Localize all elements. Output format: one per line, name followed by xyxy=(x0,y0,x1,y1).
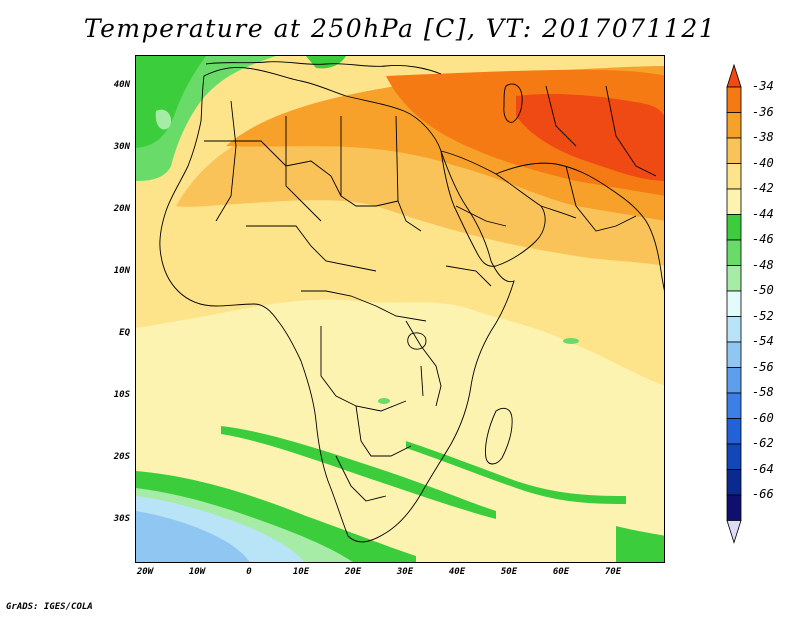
border-line-3 xyxy=(285,116,322,222)
field-cold-core-inner xyxy=(136,511,250,562)
colorbar-label: -60 xyxy=(752,410,774,425)
lon-label-10w: 10W xyxy=(188,567,206,577)
colorbar-label: -46 xyxy=(752,232,774,246)
field-band-46-indian-ocean xyxy=(406,441,626,504)
lake-victoria xyxy=(407,332,427,350)
colorbar-label: -56 xyxy=(752,359,774,374)
border-line-12 xyxy=(445,265,492,287)
lat-label-30n: 30N xyxy=(113,142,130,152)
lat-label-eq: EQ xyxy=(119,328,130,338)
border-line-9 xyxy=(355,405,412,457)
field-cool-northwest-inner xyxy=(136,56,206,148)
lat-label-20n: 20N xyxy=(113,204,130,214)
lake-tanganyika xyxy=(420,365,424,397)
border-line-2 xyxy=(215,100,237,222)
border-line-1 xyxy=(204,140,342,197)
field-spot-2 xyxy=(378,398,390,404)
caspian-sea-coast xyxy=(503,83,523,123)
lat-label-10s: 10S xyxy=(113,390,130,400)
colorbar-swatch xyxy=(726,392,742,419)
lon-label-50e: 50E xyxy=(500,567,518,577)
border-line-13 xyxy=(455,205,507,227)
madagascar-coastline xyxy=(485,407,513,465)
border-line-8 xyxy=(320,326,407,412)
colorbar-label: -52 xyxy=(752,308,774,323)
colorbar-label: -36 xyxy=(752,104,774,119)
field-cool-patch-med xyxy=(306,56,346,69)
colorbar-label: -34 xyxy=(752,79,774,93)
colorbar-swatch xyxy=(726,163,742,190)
colorbar-top-arrow xyxy=(726,63,742,88)
colorbar-swatch xyxy=(726,265,742,292)
lon-label-10e: 10E xyxy=(292,567,310,577)
lon-label-0: 0 xyxy=(246,567,252,577)
asia-south-coast xyxy=(495,162,664,291)
border-line-15 xyxy=(605,85,657,177)
colorbar-label: -44 xyxy=(752,206,774,221)
colorbar-label: -54 xyxy=(752,334,774,348)
grads-credit: GrADS: IGES/COLA xyxy=(6,602,93,612)
colorbar-swatch xyxy=(726,367,742,394)
map-title: Temperature at 250hPa [C], VT: 201707112… xyxy=(83,14,717,43)
colorbar-label: -48 xyxy=(752,257,774,272)
colorbar-label: -42 xyxy=(752,181,774,195)
temperature-field-map xyxy=(136,56,664,562)
colorbar-swatches xyxy=(726,63,742,544)
field-cold-southeast xyxy=(616,526,664,562)
colorbar-label: -50 xyxy=(752,283,774,297)
border-line-7 xyxy=(301,290,427,322)
colorbar-label: -64 xyxy=(752,461,774,476)
colorbar-swatch xyxy=(726,290,742,317)
border-line-11 xyxy=(335,455,387,502)
border-line-5 xyxy=(395,115,422,232)
colorbar-label: -62 xyxy=(752,436,774,450)
field-spot-1 xyxy=(563,338,579,344)
colorbar-swatch xyxy=(726,214,742,241)
colorbar-swatch xyxy=(726,316,742,343)
colorbar-swatch xyxy=(726,112,742,139)
border-line-6 xyxy=(246,225,377,272)
colorbar-label: -40 xyxy=(752,155,774,170)
colorbar-swatch xyxy=(726,443,742,470)
lat-label-20s: 20S xyxy=(113,452,130,462)
field-cool-patch-small xyxy=(155,109,172,130)
lon-label-40e: 40E xyxy=(448,567,466,577)
colorbar-swatch xyxy=(726,188,742,215)
map-plot-area xyxy=(135,55,665,563)
field-band-46-south xyxy=(221,426,496,519)
colorbar-swatch xyxy=(726,137,742,164)
lon-label-60e: 60E xyxy=(552,567,570,577)
lon-label-70e: 70E xyxy=(604,567,622,577)
colorbar-label: -66 xyxy=(752,487,774,501)
lat-label-10n: 10N xyxy=(113,266,130,276)
colorbar-swatch xyxy=(726,86,742,113)
mediterranean-north-coast xyxy=(205,61,442,75)
colorbar-swatch xyxy=(726,239,742,266)
colorbar-swatch xyxy=(726,494,742,521)
colorbar-swatch xyxy=(726,418,742,445)
africa-coastline xyxy=(159,67,515,543)
colorbar-bottom-arrow xyxy=(726,520,742,544)
arabia-coastline xyxy=(440,150,546,267)
lon-label-30e: 30E xyxy=(396,567,414,577)
lat-label-30s: 30S xyxy=(113,514,130,524)
lat-label-40n: 40N xyxy=(113,80,130,90)
border-line-10 xyxy=(405,320,442,407)
persian-gulf-coast xyxy=(540,205,577,219)
colorbar-swatch xyxy=(726,341,742,368)
colorbar-label: -38 xyxy=(752,130,774,144)
coastlines-and-borders xyxy=(159,61,664,543)
lon-label-20w: 20W xyxy=(136,567,154,577)
colorbar-label: -58 xyxy=(752,385,774,399)
border-line-16 xyxy=(545,85,577,147)
lon-label-20e: 20E xyxy=(344,567,362,577)
colorbar xyxy=(726,63,742,544)
colorbar-swatch xyxy=(726,469,742,496)
border-line-4 xyxy=(340,116,399,207)
border-line-14 xyxy=(565,165,637,232)
